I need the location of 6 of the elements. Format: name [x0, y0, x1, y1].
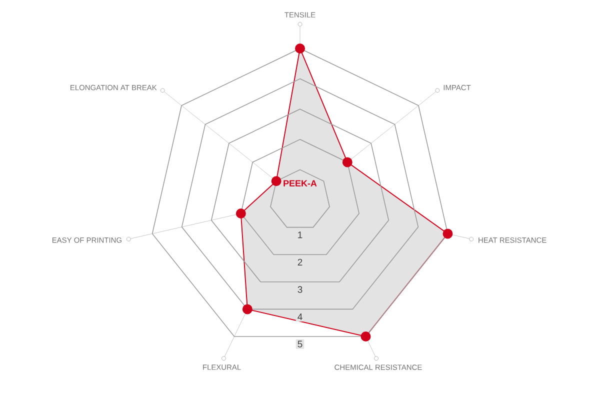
series-label: PEEK-A [284, 180, 317, 186]
y-tick-label: 5 [298, 340, 302, 348]
y-tick-label: 1 [298, 232, 302, 238]
y-tick-label: 2 [298, 258, 302, 266]
y-tick-label: 3 [298, 286, 302, 293]
y-tick-label: 4 [298, 314, 302, 320]
